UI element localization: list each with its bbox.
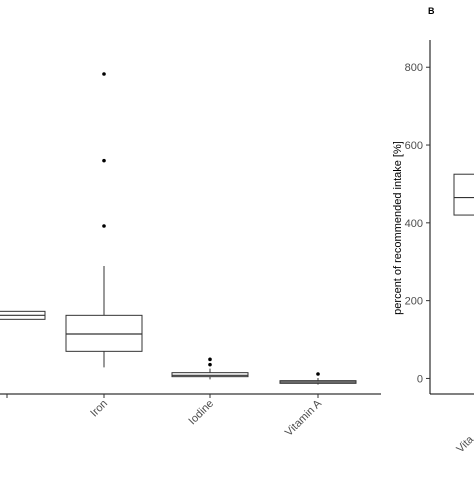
panel-a-box-1 (65, 72, 143, 368)
y-tick-label: 400 (405, 218, 423, 230)
panel-b-y-axis-title: percent of recommended intake [%] (392, 141, 404, 315)
x-tick-label: Iodine (186, 398, 216, 428)
y-tick-label: 0 (417, 373, 423, 385)
panel-a-boxes (0, 72, 357, 385)
iqr-box (453, 173, 474, 216)
panel-b-boxes (453, 173, 474, 216)
y-tick-label: 800 (405, 62, 423, 74)
y-tick-label: 200 (405, 296, 423, 308)
outlier-point (208, 357, 212, 362)
outlier-point (102, 158, 106, 163)
outlier-point (102, 72, 106, 76)
panel-b-y-ticks: 0 200 400 600 800 (405, 62, 430, 385)
outlier-point (208, 362, 212, 367)
outlier-point (316, 372, 320, 376)
panel-b-label: B (428, 6, 435, 16)
panel-b: B percent of recommended intake [%] 0 200… (392, 6, 474, 455)
panel-a-x-ticks: Iron Iodine Vitamin A (6, 394, 325, 439)
panel-b-box-0 (453, 173, 474, 216)
x-tick-label: Iron (88, 398, 110, 420)
outlier-point (102, 224, 106, 228)
panel-a-box-0 (0, 310, 46, 320)
x-tick-label: Vita (454, 433, 474, 455)
x-tick-label: Vitamin A (283, 397, 325, 439)
y-tick-label: 600 (405, 140, 423, 152)
panel-a: Iron Iodine Vitamin A (0, 72, 381, 439)
iqr-box (65, 314, 143, 352)
panel-b-x-ticks: Vita (454, 433, 474, 455)
panel-a-box-3 (279, 372, 357, 385)
iqr-box (171, 372, 249, 378)
panel-a-box-2 (171, 357, 249, 380)
